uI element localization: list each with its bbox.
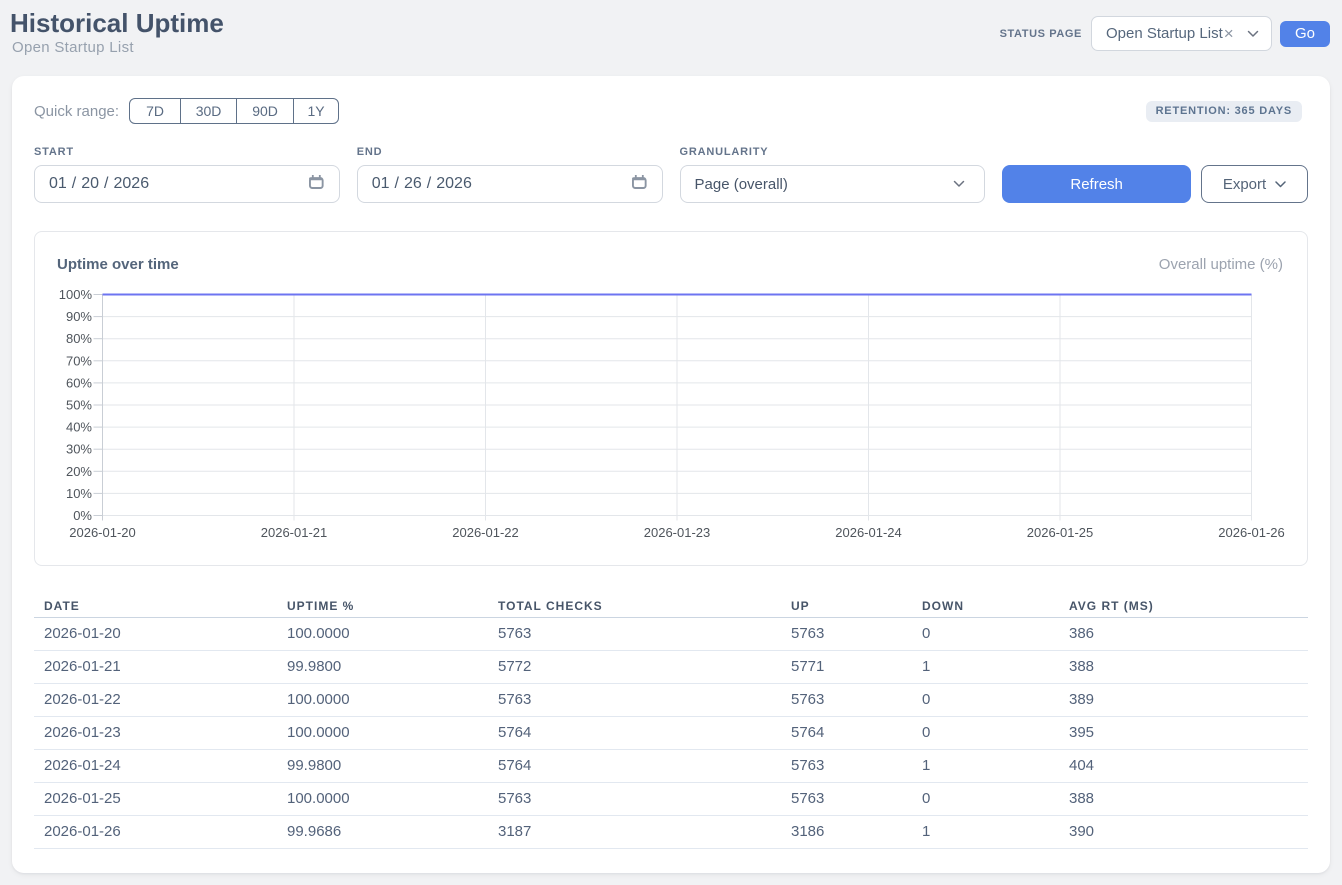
svg-text:2026-01-20: 2026-01-20 [69,525,136,540]
svg-text:30%: 30% [66,442,92,457]
svg-text:60%: 60% [66,375,92,390]
svg-text:70%: 70% [66,353,92,368]
svg-text:2026-01-22: 2026-01-22 [452,525,519,540]
svg-text:2026-01-25: 2026-01-25 [1027,525,1094,540]
svg-text:2026-01-21: 2026-01-21 [261,525,328,540]
svg-text:2026-01-26: 2026-01-26 [1218,525,1285,540]
svg-text:80%: 80% [66,331,92,346]
svg-text:40%: 40% [66,420,92,435]
svg-text:2026-01-23: 2026-01-23 [644,525,711,540]
svg-text:2026-01-24: 2026-01-24 [835,525,902,540]
svg-text:90%: 90% [66,309,92,324]
svg-text:100%: 100% [59,287,93,302]
svg-text:20%: 20% [66,464,92,479]
svg-text:0%: 0% [73,508,92,523]
svg-text:50%: 50% [66,398,92,413]
svg-text:10%: 10% [66,486,92,501]
